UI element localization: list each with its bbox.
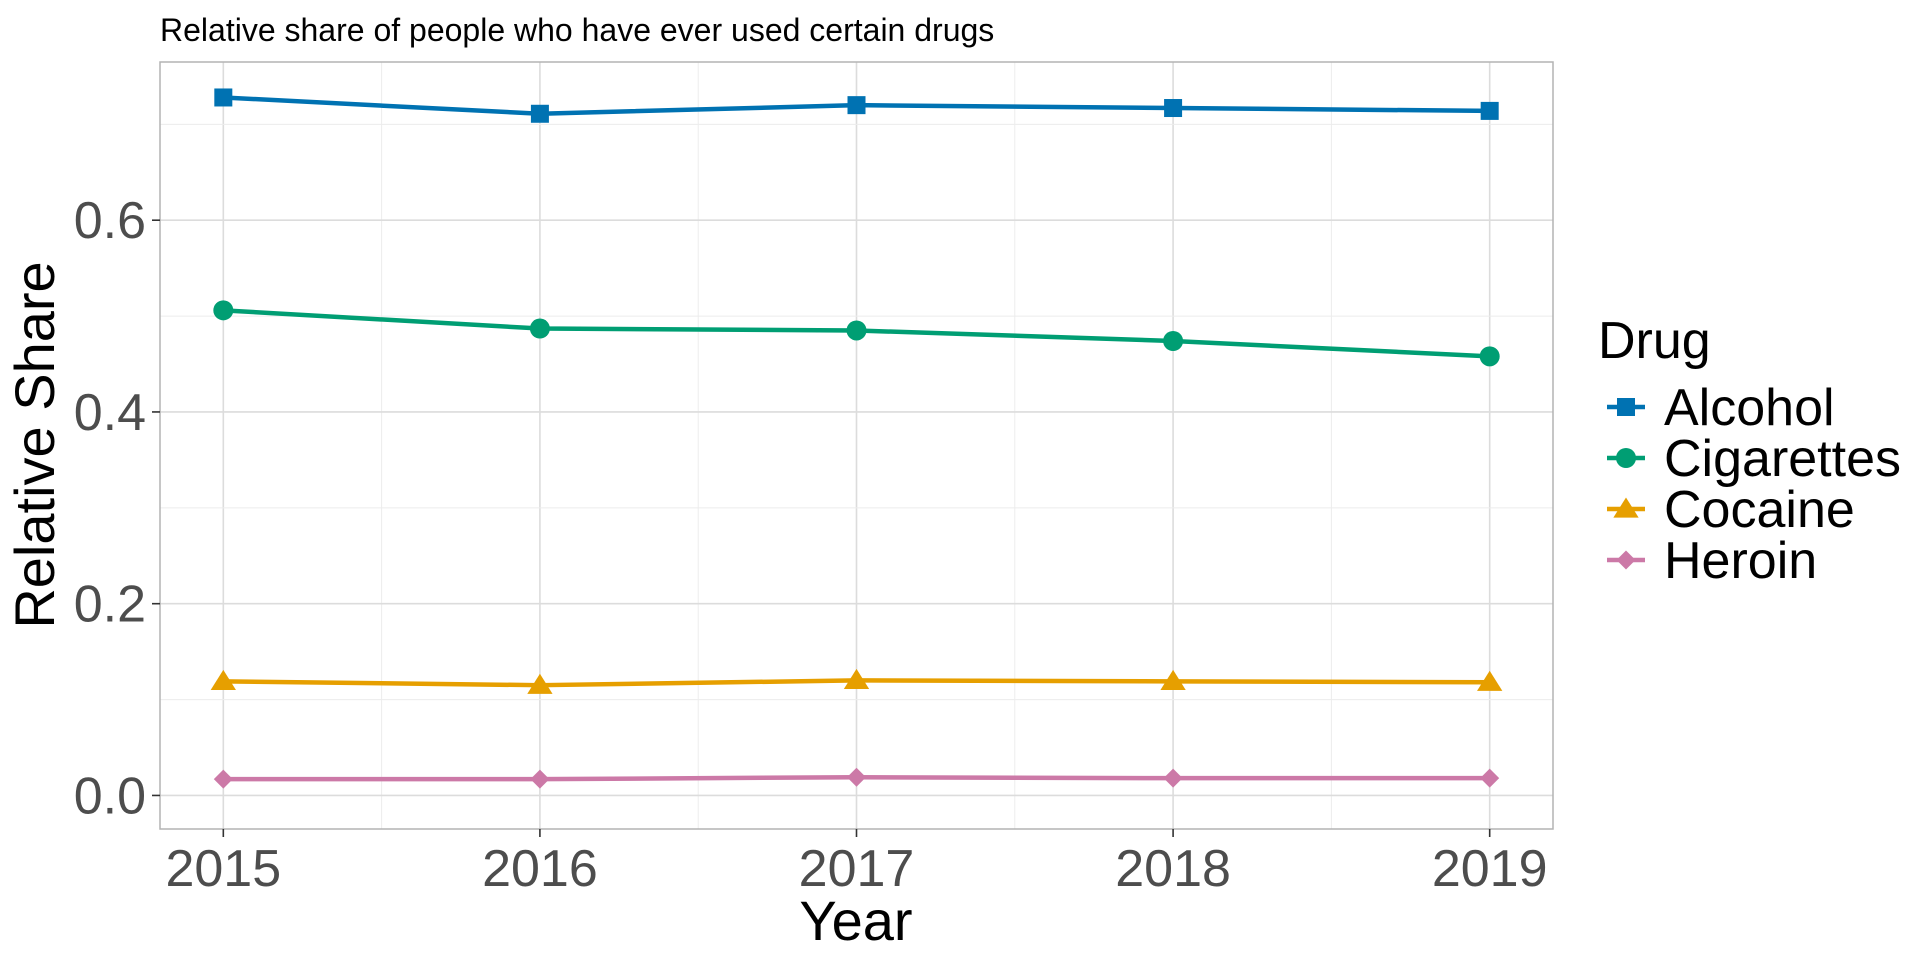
y-axis-ticks: 0.0 0.2 0.4 0.6	[74, 192, 160, 825]
data-point-heroin	[847, 767, 866, 787]
grid-lines	[160, 62, 1553, 829]
data-point-heroin	[530, 769, 550, 789]
x-tick-label: 2019	[1432, 840, 1548, 898]
x-axis-title: Year	[799, 889, 912, 952]
data-point-cigarettes	[213, 300, 234, 321]
legend-label-cocaine: Cocaine	[1664, 481, 1855, 539]
y-tick-label: 0.0	[74, 767, 146, 825]
legend-title: Drug	[1598, 312, 1711, 370]
x-axis-ticks: 2015 2016 2017 2018 2019	[165, 829, 1548, 898]
legend-label-heroin: Heroin	[1664, 532, 1817, 590]
legend-key-marker-heroin	[1616, 550, 1636, 570]
data-point-cigarettes	[1163, 330, 1184, 351]
y-tick-label: 0.6	[74, 192, 146, 250]
y-axis-title: Relative Share	[3, 261, 66, 628]
legend-key-marker-cigarettes	[1616, 448, 1636, 468]
y-tick-label: 0.2	[74, 576, 146, 634]
data-point-alcohol	[1164, 99, 1183, 118]
series-points	[210, 88, 1503, 789]
legend-label-cigarettes: Cigarettes	[1664, 430, 1901, 488]
data-point-cigarettes	[529, 318, 550, 339]
data-point-alcohol	[530, 104, 549, 123]
data-point-cocaine	[843, 668, 870, 690]
x-tick-label: 2016	[482, 840, 598, 898]
data-point-cocaine	[210, 669, 236, 690]
data-point-alcohol	[847, 96, 866, 115]
x-tick-label: 2017	[799, 840, 915, 898]
data-point-heroin	[1480, 768, 1500, 788]
data-point-alcohol	[1480, 101, 1499, 120]
x-tick-label: 2018	[1115, 840, 1231, 898]
legend-key-marker-cocaine	[1613, 497, 1639, 518]
data-point-cocaine	[527, 673, 553, 694]
data-point-cigarettes	[846, 320, 867, 341]
data-point-alcohol	[214, 88, 233, 107]
data-point-cocaine	[1160, 669, 1186, 690]
chart-title: Relative share of people who have ever u…	[160, 12, 994, 48]
legend-label-alcohol: Alcohol	[1664, 379, 1835, 437]
data-point-heroin	[1163, 768, 1183, 788]
data-point-cocaine	[1477, 670, 1503, 691]
data-point-cigarettes	[1479, 346, 1500, 367]
x-tick-label: 2015	[165, 840, 281, 898]
y-tick-label: 0.4	[74, 384, 146, 442]
data-point-heroin	[213, 769, 233, 789]
legend-key-marker-alcohol	[1617, 398, 1635, 416]
